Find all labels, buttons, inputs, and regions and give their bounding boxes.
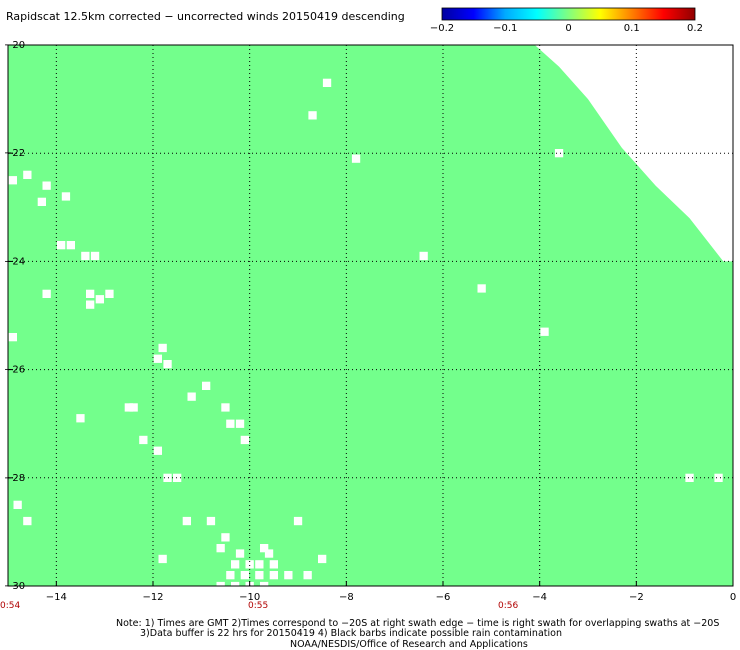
colorbar-tick-label: 0.2 [687,23,703,34]
plot-frame [7,44,734,587]
no-data-cell [129,403,138,412]
no-data-cell [245,560,254,569]
x-tick-label: −4 [532,592,547,603]
no-data-cell [202,381,211,390]
x-tick-label: −2 [629,592,644,603]
no-data-cell [42,289,51,298]
no-data-cell [255,571,264,580]
no-data-cell [303,571,312,580]
no-data-cell [540,327,549,336]
no-data-cell [714,473,723,482]
no-data-cell [163,360,172,369]
no-data-cell [86,300,95,309]
no-data-cell [153,354,162,363]
no-data-cell [269,560,278,569]
no-data-cell [308,111,317,120]
no-data-cell [81,251,90,261]
no-data-cell [231,560,240,569]
no-data-cell [158,343,167,353]
no-data-cell [13,500,22,509]
x-tick-label: −10 [239,592,260,603]
no-data-cell [173,473,182,482]
no-data-cell [206,516,216,526]
no-data-cell [23,516,32,526]
y-tick-label: −30 [4,581,25,592]
colorbar-tick-label: −0.2 [430,23,454,34]
no-data-cell [255,560,264,569]
no-data-cell [216,544,225,553]
data-field [8,45,733,586]
x-tick-label: 0 [730,592,736,603]
no-data-cell [182,516,191,526]
no-data-cell [8,333,17,342]
colorbar: −0.2 −0.1 0 0.1 0.2 [430,7,703,34]
time-label-end: 0:56 [498,601,518,611]
no-data-cell [42,181,51,190]
note-line-1: Note: 1) Times are GMT 2)Times correspon… [116,618,719,629]
no-data-cell [8,176,17,185]
no-data-cell [158,554,167,564]
x-tick-label: −6 [436,592,451,603]
no-data-cell [685,473,694,482]
no-data-cell [419,251,428,261]
note-line-3: NOAA/NESDIS/Office of Research and Appli… [290,639,528,650]
y-tick-label: −26 [4,365,25,376]
no-data-cell [86,289,95,298]
no-data-cell [105,289,114,298]
colorbar-gradient [441,7,696,21]
no-data-cell [153,446,162,455]
no-data-cell [477,284,486,293]
no-data-cell [95,295,104,304]
y-tick-label: −24 [4,256,25,267]
no-data-cell [23,170,32,179]
no-data-cell [61,192,71,201]
no-data-cell [221,533,230,542]
x-tick-label: −14 [46,592,67,603]
no-data-cell [235,419,245,428]
no-data-cell [264,549,274,558]
no-data-cell [260,544,269,553]
y-tick-label: −20 [4,40,25,51]
y-tick-label: −28 [4,473,25,484]
no-data-cell [226,571,235,580]
no-data-cell [163,473,172,482]
no-data-cell [66,241,75,250]
no-data-cell [318,554,327,564]
no-data-cell [293,516,303,526]
no-data-cell [351,154,361,163]
no-data-cell [187,392,196,401]
no-data-cell [322,78,332,87]
x-tick-label: −12 [142,592,163,603]
no-data-cell [139,435,148,445]
colorbar-tick-label: 0 [565,23,571,34]
no-data-cell [221,403,230,412]
no-data-cell [284,571,293,580]
no-data-cell [76,414,85,423]
x-tick-label: −8 [339,592,354,603]
no-data-cell [90,251,100,261]
no-data-cell [235,549,245,558]
no-data-cell [57,241,66,250]
no-data-cell [240,435,249,445]
no-data-cell [554,149,564,158]
time-label-middle: 0:55 [248,601,268,611]
time-label-start: 0:54 [0,601,20,611]
no-data-cell [240,571,249,580]
no-data-cell [37,197,46,206]
no-data-swath-edge [534,45,733,262]
colorbar-tick-label: −0.1 [493,23,517,34]
note-line-2: 3)Data buffer is 22 hrs for 20150419 4) … [140,628,562,639]
no-data-cell [124,403,133,412]
colorbar-tick-label: 0.1 [624,23,640,34]
no-data-cell [226,419,235,428]
no-data-cell [269,571,278,580]
plot-area: −14 −12 −10 −8 −6 −4 −2 0−20−22−24−26−28−30 [4,40,736,603]
y-tick-label: −22 [4,148,25,159]
chart-title: Rapidscat 12.5km corrected − uncorrected… [6,10,405,23]
